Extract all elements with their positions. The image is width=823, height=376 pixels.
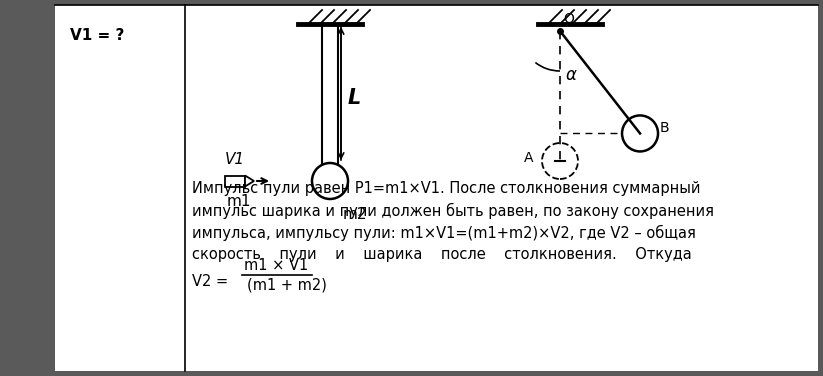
- Text: импульса, импульсу пули: m1×V1=(m1+m2)×V2, где V2 – общая: импульса, импульсу пули: m1×V1=(m1+m2)×V…: [192, 225, 696, 241]
- Text: m2: m2: [343, 207, 368, 222]
- Text: скорость    пули    и    шарика    после    столкновения.    Откуда: скорость пули и шарика после столкновени…: [192, 247, 692, 262]
- Text: O: O: [563, 12, 574, 26]
- Text: α: α: [566, 66, 577, 84]
- Text: L: L: [348, 88, 361, 108]
- Text: V1: V1: [225, 153, 245, 167]
- Text: A: A: [524, 151, 533, 165]
- Text: V2 =: V2 =: [192, 273, 233, 288]
- Text: (m1 + m2): (m1 + m2): [247, 277, 327, 292]
- Text: V1 = ?: V1 = ?: [70, 28, 124, 43]
- Text: m1 × V1: m1 × V1: [244, 258, 309, 273]
- Text: импульс шарика и пули должен быть равен, по закону сохранения: импульс шарика и пули должен быть равен,…: [192, 203, 714, 219]
- Text: B: B: [660, 121, 670, 135]
- Bar: [225, 176, 245, 186]
- Polygon shape: [245, 176, 254, 186]
- Text: Импульс пули равен P1=m1×V1. После столкновения суммарный: Импульс пули равен P1=m1×V1. После столк…: [192, 181, 700, 196]
- Text: m1: m1: [227, 194, 252, 209]
